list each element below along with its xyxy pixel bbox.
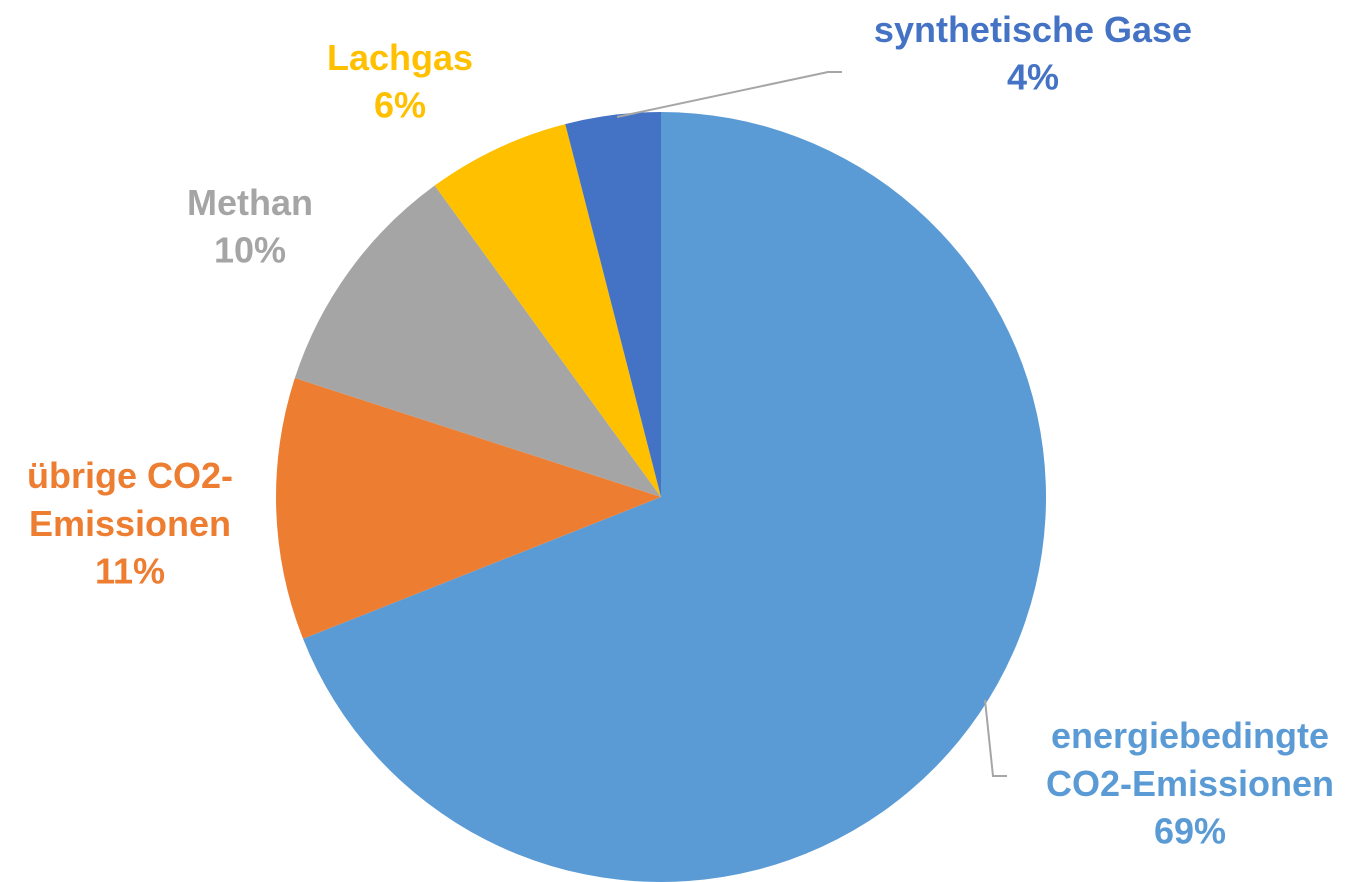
slice-label: Lachgas: [327, 37, 473, 78]
slice-label: energiebedingte CO2-Emissionen: [1046, 715, 1334, 804]
pie-slice: [434, 124, 661, 497]
slice-label: übrige CO2-Emissionen: [27, 455, 233, 544]
value-label: 4%: [1007, 57, 1059, 98]
value-label: 6%: [374, 85, 426, 126]
value-label: 69%: [1154, 811, 1226, 852]
slice-label: Methan: [187, 182, 313, 223]
pie-slice: [303, 112, 1046, 882]
pie-slice: [276, 378, 661, 639]
pie: [276, 112, 1046, 882]
labels: energiebedingte CO2-Emissionen 69% übrige C…: [27, 9, 1334, 852]
leader-line: [616, 71, 842, 118]
leader-line: [984, 699, 1007, 777]
pie-slice: [294, 185, 661, 498]
slice-label: synthetische Gase: [874, 9, 1192, 50]
value-label: 10%: [214, 230, 286, 271]
pie-slice: [565, 112, 661, 497]
value-label: 11%: [95, 551, 165, 592]
